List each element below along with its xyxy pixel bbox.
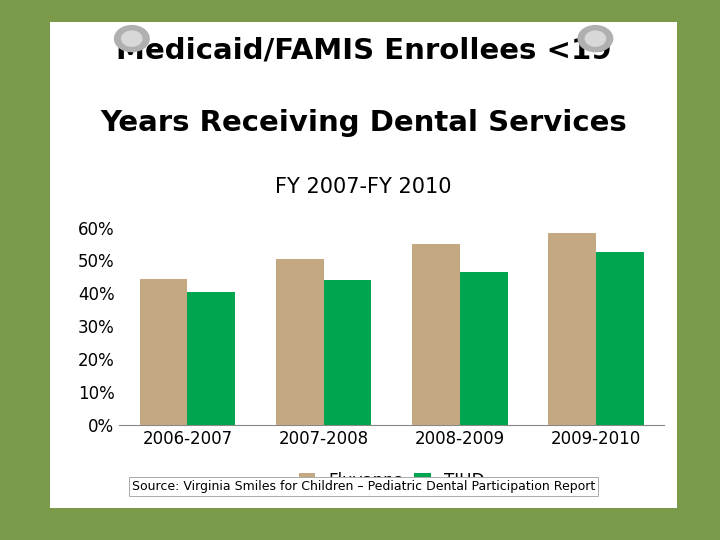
- Text: Medicaid/FAMIS Enrollees <19: Medicaid/FAMIS Enrollees <19: [116, 36, 611, 64]
- Bar: [549, 233, 596, 425]
- Text: Years Receiving Dental Services: Years Receiving Dental Services: [100, 109, 627, 137]
- Legend: Fluvanna, TJHD: Fluvanna, TJHD: [299, 472, 485, 490]
- Bar: [324, 280, 372, 425]
- Text: FY 2007-FY 2010: FY 2007-FY 2010: [275, 177, 452, 197]
- Bar: [596, 252, 644, 425]
- Bar: [413, 244, 460, 425]
- Bar: [140, 279, 187, 425]
- Text: Source: Virginia Smiles for Children – Pediatric Dental Participation Report: Source: Virginia Smiles for Children – P…: [132, 480, 595, 493]
- Bar: [187, 292, 235, 425]
- Bar: [460, 272, 508, 425]
- Bar: [276, 259, 324, 425]
